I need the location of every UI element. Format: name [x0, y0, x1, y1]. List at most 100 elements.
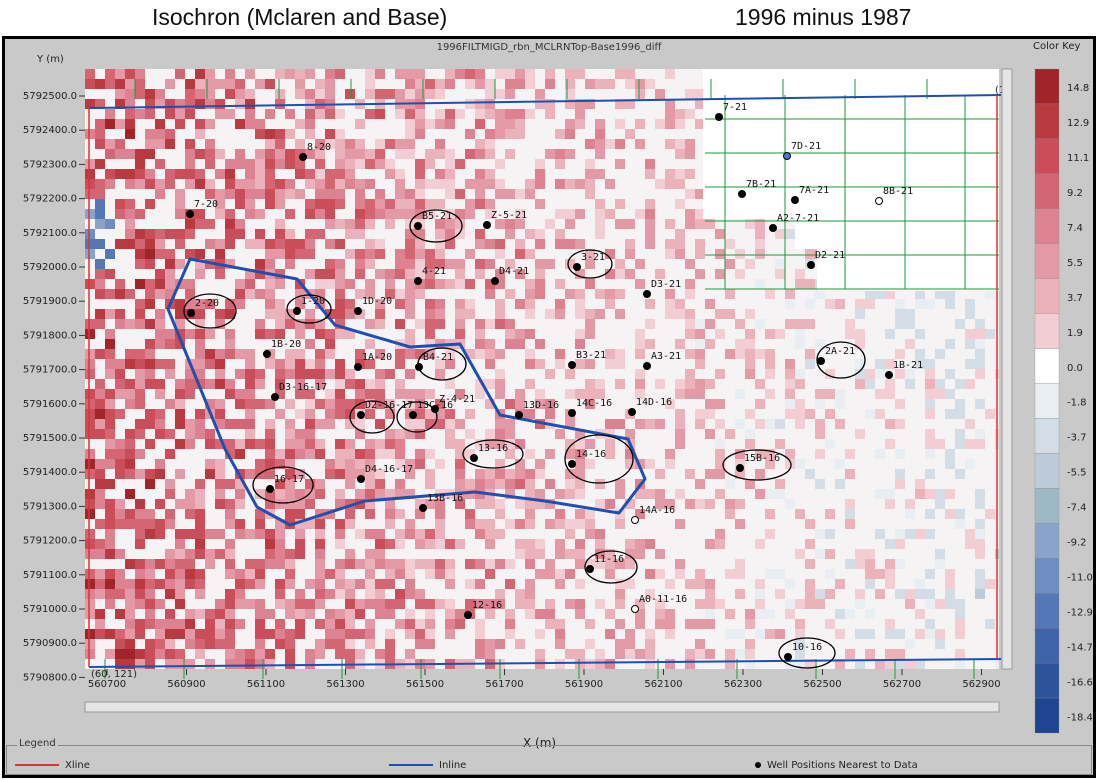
raster-cell [175, 589, 185, 599]
raster-cell [315, 439, 325, 449]
raster-cell [195, 629, 205, 639]
raster-cell [475, 649, 485, 659]
raster-cell [145, 179, 155, 189]
well-dot[interactable] [586, 565, 594, 573]
well-dot[interactable] [769, 224, 777, 232]
raster-cell [525, 109, 535, 119]
well-dot[interactable] [817, 357, 825, 365]
raster-cell [645, 79, 655, 89]
well-dot[interactable] [784, 653, 792, 661]
raster-cell [885, 629, 895, 639]
raster-cell [375, 89, 385, 99]
well-dot[interactable] [187, 309, 195, 317]
raster-cell [675, 149, 685, 159]
raster-cell [95, 469, 105, 479]
well-dot[interactable] [807, 261, 815, 269]
well-dot[interactable] [293, 307, 301, 315]
raster-cell [625, 269, 635, 279]
well-dot[interactable] [738, 190, 746, 198]
well-dot[interactable] [266, 485, 274, 493]
well-dot[interactable] [483, 221, 491, 229]
raster-cell [85, 609, 95, 619]
raster-cell [425, 499, 435, 509]
well-dot[interactable] [783, 152, 791, 160]
well-dot[interactable] [885, 371, 893, 379]
raster-cell [425, 629, 435, 639]
raster-cell [515, 599, 525, 609]
raster-cell [495, 349, 505, 359]
raster-cell [245, 409, 255, 419]
raster-cell [215, 79, 225, 89]
raster-cell [95, 349, 105, 359]
well-dot[interactable] [631, 516, 639, 524]
well-dot[interactable] [357, 475, 365, 483]
well-dot[interactable] [271, 393, 279, 401]
well-dot[interactable] [628, 408, 636, 416]
well-dot[interactable] [263, 350, 271, 358]
well-dot[interactable] [568, 409, 576, 417]
y-tick-label: 5792300.0 [23, 159, 77, 170]
raster-cell [445, 599, 455, 609]
well-dot[interactable] [791, 196, 799, 204]
raster-cell [255, 229, 265, 239]
raster-cell [265, 429, 275, 439]
raster-cell [695, 359, 705, 369]
y-axis-label: Y (m) [36, 54, 64, 65]
well-dot[interactable] [186, 210, 194, 218]
raster-cell [545, 499, 555, 509]
raster-cell [605, 499, 615, 509]
well-dot[interactable] [643, 290, 651, 298]
well-dot[interactable] [568, 361, 576, 369]
raster-cell [215, 619, 225, 629]
well-dot[interactable] [573, 263, 581, 271]
raster-cell [255, 659, 265, 669]
well-dot[interactable] [470, 454, 478, 462]
raster-cell [405, 309, 415, 319]
raster-cell [895, 649, 905, 659]
raster-cell [155, 429, 165, 439]
well-dot[interactable] [414, 277, 422, 285]
well-label: Z-5-21 [491, 210, 527, 221]
raster-cell [595, 649, 605, 659]
raster-cell [295, 529, 305, 539]
raster-cell [705, 589, 715, 599]
raster-cell [265, 549, 275, 559]
color-key-value: 14.8 [1067, 83, 1089, 94]
well-dot[interactable] [515, 411, 523, 419]
raster-cell [105, 309, 115, 319]
well-dot[interactable] [736, 464, 744, 472]
well-dot[interactable] [431, 405, 439, 413]
raster-cell [985, 329, 995, 339]
well-dot[interactable] [299, 153, 307, 161]
vertical-scrollbar[interactable] [1001, 68, 1013, 670]
well-dot[interactable] [415, 363, 423, 371]
raster-cell [415, 289, 425, 299]
well-dot[interactable] [491, 277, 499, 285]
y-tick-label: 5791300.0 [23, 501, 77, 512]
well-dot[interactable] [409, 411, 417, 419]
horizontal-scrollbar[interactable] [84, 701, 1000, 713]
well-dot[interactable] [419, 504, 427, 512]
raster-cell [455, 329, 465, 339]
raster-cell [245, 159, 255, 169]
raster-cell [795, 399, 805, 409]
raster-cell [625, 459, 635, 469]
well-dot[interactable] [414, 222, 422, 230]
raster-cell [775, 419, 785, 429]
raster-cell [275, 559, 285, 569]
raster-cell [275, 539, 285, 549]
well-dot[interactable] [643, 362, 651, 370]
well-dot[interactable] [715, 113, 723, 121]
raster-cell [265, 329, 275, 339]
well-dot[interactable] [875, 197, 883, 205]
well-dot[interactable] [568, 460, 576, 468]
well-dot[interactable] [354, 307, 362, 315]
well-dot[interactable] [464, 611, 472, 619]
well-dot[interactable] [357, 411, 365, 419]
well-dot[interactable] [354, 363, 362, 371]
well-dot[interactable] [631, 605, 639, 613]
raster-cell [415, 69, 425, 79]
raster-cell [85, 159, 95, 169]
raster-cell [415, 319, 425, 329]
